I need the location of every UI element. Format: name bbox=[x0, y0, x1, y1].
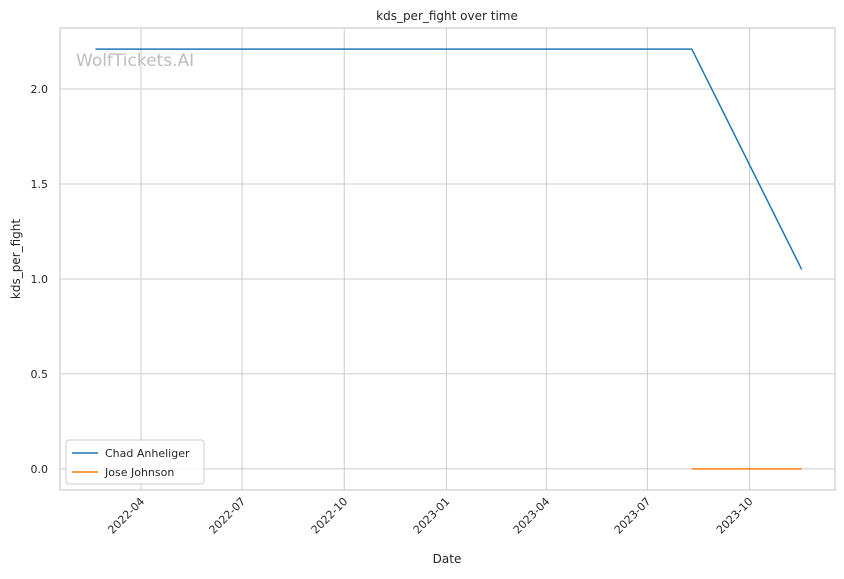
legend: Chad Anheliger Jose Johnson bbox=[65, 439, 205, 485]
x-tick-label: 2022-10 bbox=[309, 495, 351, 537]
y-tick-label: 1.0 bbox=[31, 273, 49, 286]
legend-label: Chad Anheliger bbox=[105, 447, 190, 460]
x-tick-label: 2022-07 bbox=[207, 495, 249, 537]
x-tick-labels: 2022-04 2022-07 2022-10 2023-01 2023-04 2023-… bbox=[105, 495, 755, 537]
y-tick-labels: 0.0 0.5 1.0 1.5 2.0 bbox=[31, 83, 49, 476]
chart-title: kds_per_fight over time bbox=[376, 9, 518, 23]
legend-box bbox=[65, 439, 205, 485]
series-line-chad-anheliger bbox=[95, 48, 803, 270]
plot-frame bbox=[59, 27, 836, 491]
x-tick-label: 2022-04 bbox=[105, 495, 147, 537]
y-tick-label: 0.5 bbox=[31, 368, 49, 381]
legend-label: Jose Johnson bbox=[104, 466, 174, 479]
x-tick-label: 2023-01 bbox=[411, 495, 453, 537]
watermark: WolfTickets.AI bbox=[76, 51, 194, 71]
x-tick-label: 2023-07 bbox=[612, 495, 654, 537]
x-tick-label: 2023-10 bbox=[714, 495, 756, 537]
y-tick-label: 1.5 bbox=[31, 178, 49, 191]
y-tick-label: 2.0 bbox=[31, 83, 49, 96]
series-lines bbox=[95, 48, 803, 470]
grid bbox=[60, 28, 835, 490]
x-tick-label: 2023-04 bbox=[511, 495, 553, 537]
x-axis-label: Date bbox=[433, 552, 462, 566]
y-tick-label: 0.0 bbox=[31, 463, 49, 476]
y-axis-label: kds_per_fight bbox=[9, 219, 23, 300]
